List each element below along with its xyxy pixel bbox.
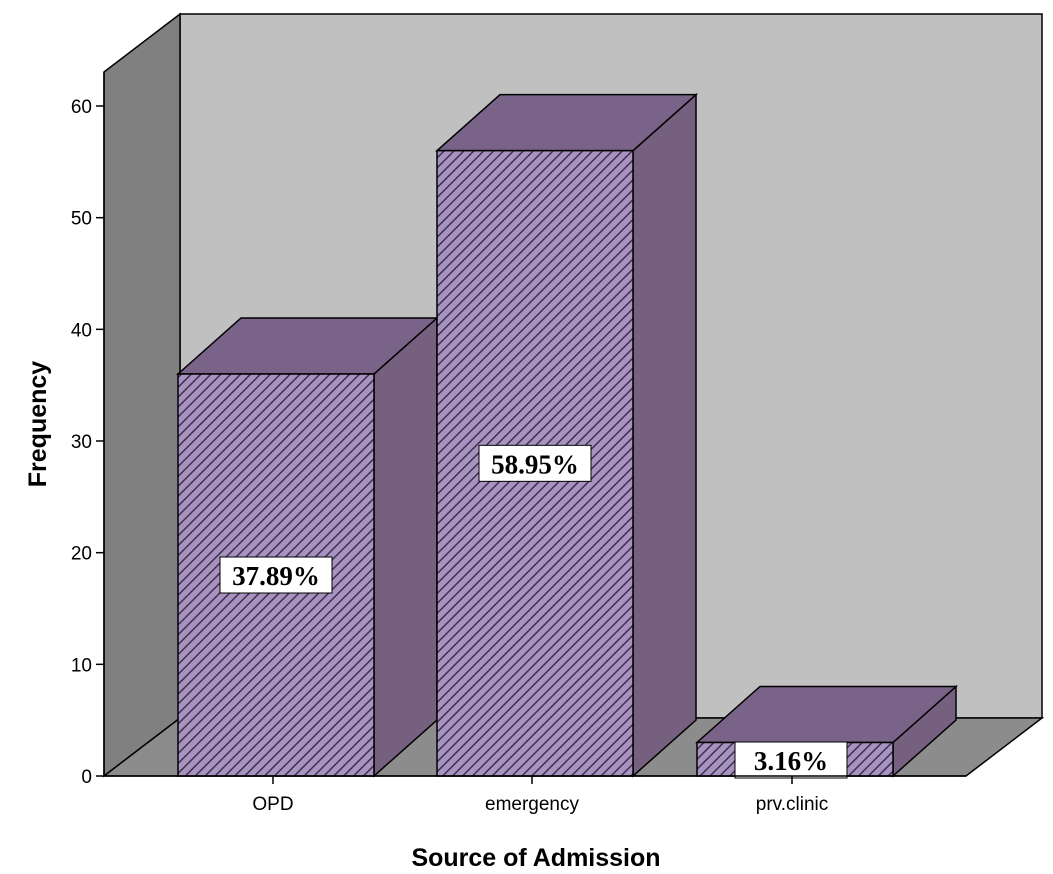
data-label-text: 58.95% [491, 449, 579, 479]
y-axis: 0 10 20 30 40 50 60 [71, 72, 105, 788]
bar-prv-clinic: 3.16% [695, 684, 958, 779]
y-tick-label: 50 [71, 209, 92, 230]
x-tick-label: prv.clinic [756, 794, 829, 815]
data-label-text: 37.89% [232, 561, 320, 591]
data-label-box [734, 741, 848, 779]
y-tick-label: 10 [71, 655, 92, 676]
x-tick-label: OPD [252, 794, 293, 815]
data-label-box [219, 556, 333, 594]
x-tick-label: emergency [485, 794, 579, 815]
y-tick-label: 60 [71, 97, 92, 118]
y-axis-title: Frequency [24, 361, 52, 488]
bar-opd: 37.89% [176, 316, 439, 778]
y-tick-label: 20 [71, 544, 92, 565]
x-axis: OPD emergency prv.clinic [104, 775, 966, 815]
x-axis-title: Source of Admission [411, 844, 660, 872]
data-label-box [478, 444, 592, 482]
y-tick-label: 0 [81, 767, 92, 788]
side-wall [103, 12, 181, 778]
data-label: 37.89% [219, 556, 333, 594]
y-tick-label: 30 [71, 432, 92, 453]
data-label-text: 3.16% [754, 746, 828, 776]
y-tick-label: 40 [71, 320, 92, 341]
data-label: 3.16% [734, 741, 848, 779]
bar-emergency: 58.95% [435, 92, 698, 778]
bar-side [373, 316, 438, 778]
bars: 37.89% 58.95% 3.16% [176, 92, 958, 779]
bar-side [632, 92, 697, 778]
data-label: 58.95% [478, 444, 592, 482]
